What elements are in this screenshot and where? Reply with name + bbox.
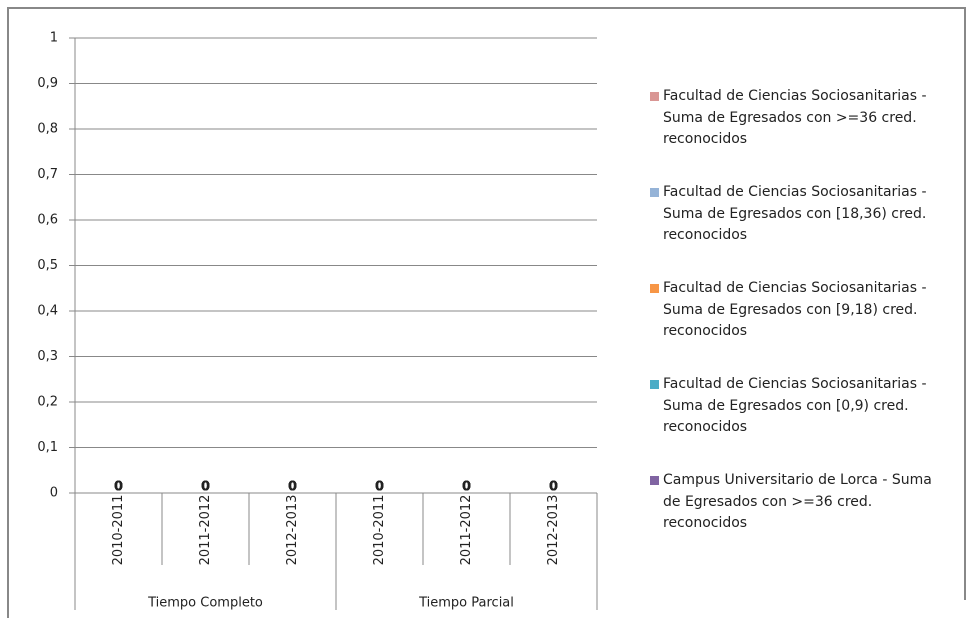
frame [7, 7, 966, 618]
legend-entry: Facultad de Ciencias Sociosanitarias - S… [650, 86, 950, 151]
data-label: 0 [288, 480, 297, 495]
legend-swatch [650, 284, 659, 293]
data-label: 0 [549, 480, 558, 495]
data-label: 0 [375, 480, 384, 495]
data-label: 0 [375, 480, 384, 495]
y-tick-label: 0,8 [37, 122, 58, 137]
data-label: 0 [201, 480, 210, 495]
data-label: 0 [201, 480, 210, 495]
data-label: 0 [288, 480, 297, 495]
data-label: 0 [114, 480, 123, 495]
x-tick-label: 2010-2011 [111, 495, 126, 566]
y-tick-label: 0,2 [37, 395, 58, 410]
legend-label: Facultad de Ciencias Sociosanitarias - S… [663, 184, 927, 243]
legend-label: Facultad de Ciencias Sociosanitarias - S… [663, 280, 927, 339]
legend-swatch [650, 380, 659, 389]
data-label: 0 [462, 480, 471, 495]
data-label: 0 [114, 480, 123, 495]
y-tick-label: 0,5 [37, 258, 58, 273]
y-tick-label: 0,9 [37, 76, 58, 91]
group-label: Tiempo Parcial [418, 596, 514, 611]
data-label: 0 [201, 480, 210, 495]
data-label: 0 [201, 480, 210, 495]
data-label: 0 [462, 480, 471, 495]
data-label: 0 [375, 480, 384, 495]
data-label: 0 [114, 480, 123, 495]
legend-swatch [650, 92, 659, 101]
x-tick-label: 2012-2013 [285, 495, 300, 566]
y-tick-label: 0,3 [37, 349, 58, 364]
legend-swatch [650, 188, 659, 197]
data-label: 0 [462, 480, 471, 495]
data-label: 0 [288, 480, 297, 495]
data-label: 0 [114, 480, 123, 495]
data-label: 0 [549, 480, 558, 495]
legend-swatch [650, 476, 659, 485]
data-label: 0 [114, 480, 123, 495]
legend-label: Facultad de Ciencias Sociosanitarias - S… [663, 376, 927, 435]
data-label: 0 [549, 480, 558, 495]
data-label: 0 [462, 480, 471, 495]
legend-label: Facultad de Ciencias Sociosanitarias - S… [663, 88, 927, 147]
y-tick-label: 1 [50, 31, 58, 46]
data-label: 0 [201, 480, 210, 495]
x-tick-label: 2011-2012 [459, 495, 474, 566]
data-label: 0 [288, 480, 297, 495]
group-label: Tiempo Completo [147, 596, 263, 611]
y-tick-label: 0 [50, 486, 58, 501]
y-tick-label: 0,4 [37, 304, 58, 319]
y-tick-label: 0,7 [37, 167, 58, 182]
legend-label: Campus Universitario de Lorca - Suma de … [663, 472, 932, 531]
data-label: 0 [288, 480, 297, 495]
data-label: 0 [375, 480, 384, 495]
data-label: 0 [549, 480, 558, 495]
legend-entry: Facultad de Ciencias Sociosanitarias - S… [650, 182, 950, 247]
y-tick-label: 0,1 [37, 440, 58, 455]
legend-entry: Campus Universitario de Lorca - Suma de … [650, 470, 950, 535]
data-label: 0 [462, 480, 471, 495]
data-label: 0 [549, 480, 558, 495]
y-tick-label: 0,6 [37, 213, 58, 228]
x-tick-label: 2011-2012 [198, 495, 213, 566]
x-tick-label: 2010-2011 [372, 495, 387, 566]
data-label: 0 [375, 480, 384, 495]
legend-entry: Facultad de Ciencias Sociosanitarias - S… [650, 278, 950, 343]
x-tick-label: 2012-2013 [546, 495, 561, 566]
legend-entry: Facultad de Ciencias Sociosanitarias - S… [650, 374, 950, 439]
